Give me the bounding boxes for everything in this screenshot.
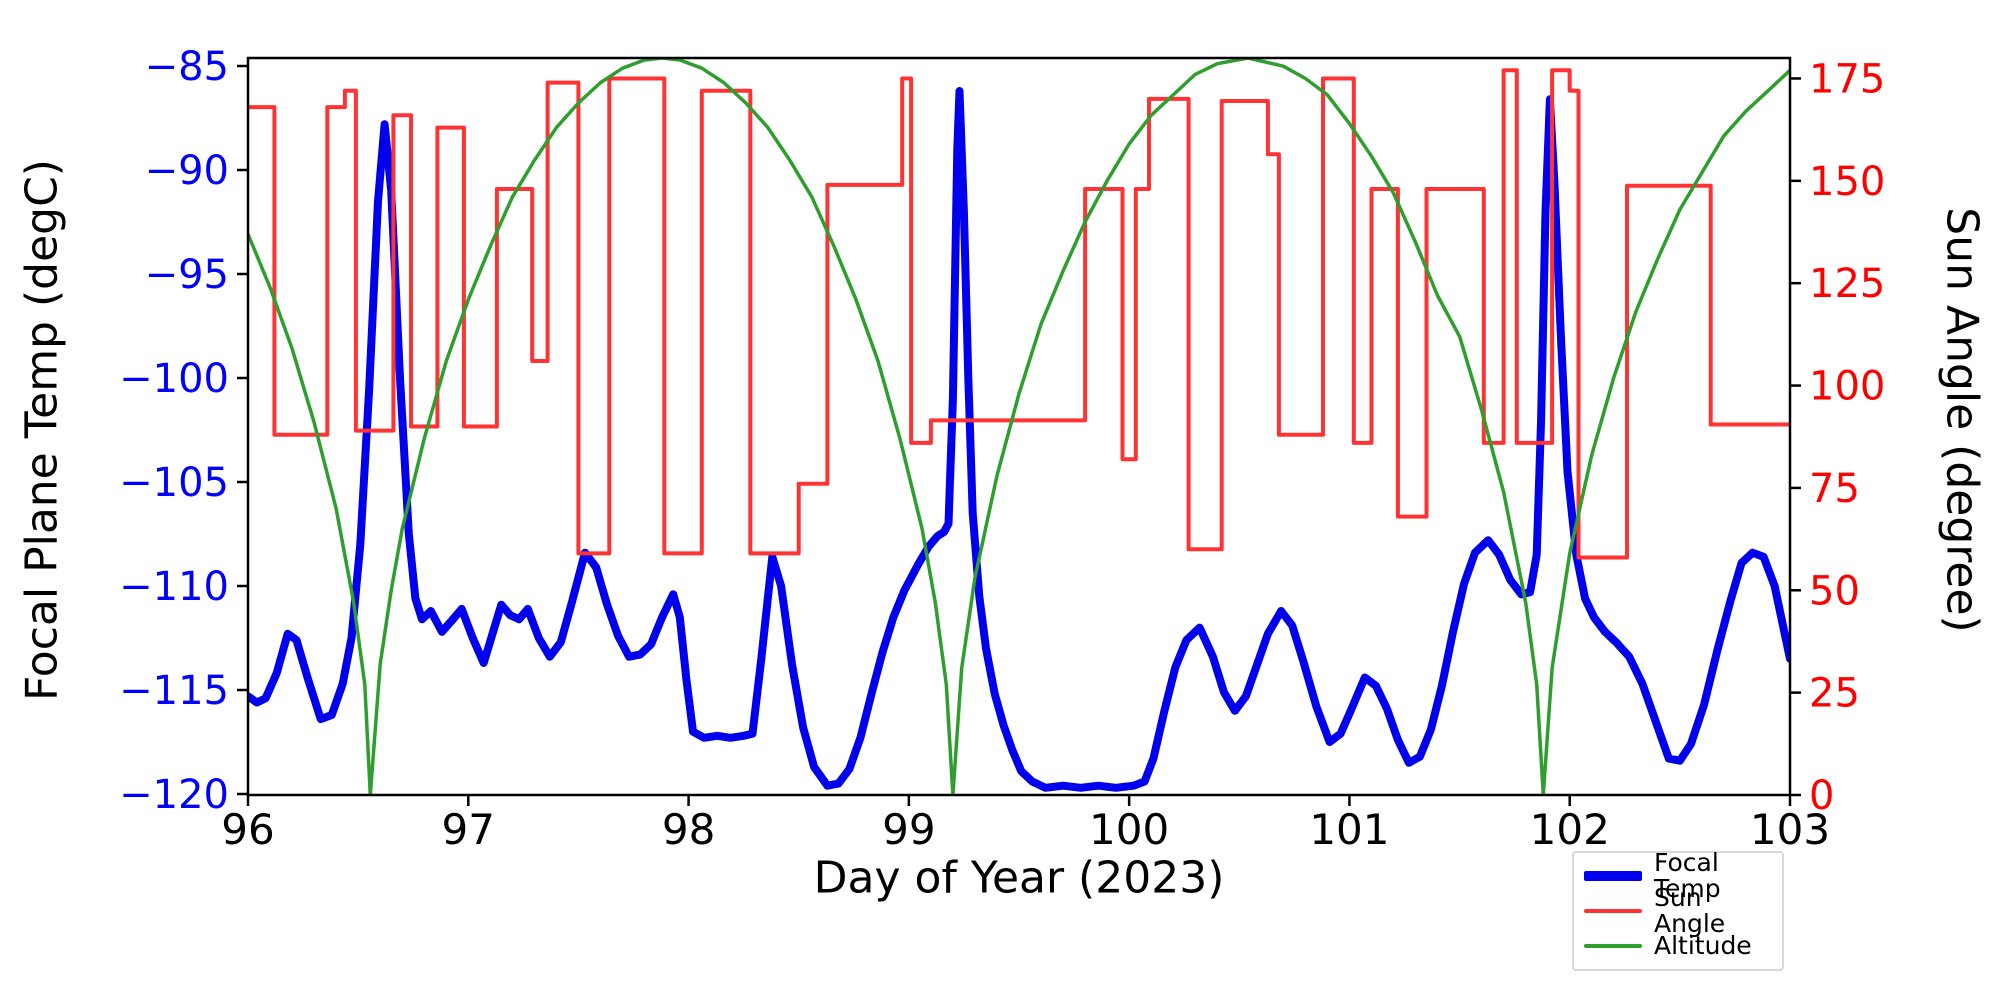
x-tick-label-97: 97: [442, 805, 495, 854]
y-left-tick-label--90: −90: [145, 148, 229, 194]
x-tick-label-98: 98: [662, 805, 715, 854]
x-tick-label-103: 103: [1750, 805, 1830, 854]
y-axis-label-right: Sun Angle (degree): [1936, 207, 1988, 633]
y-right-tick-label-125: 125: [1809, 261, 1885, 307]
x-tick-label-99: 99: [882, 805, 935, 854]
x-tick-label-101: 101: [1309, 805, 1389, 854]
y-right-tick-label-75: 75: [1809, 466, 1860, 512]
y-right-tick-label-175: 175: [1809, 56, 1885, 102]
y-right-tick-label-100: 100: [1809, 364, 1885, 410]
y-left-tick-label--100: −100: [119, 356, 229, 402]
y-right-tick-label-0: 0: [1809, 773, 1834, 819]
legend-line-sample-focal-temp: [1584, 871, 1642, 881]
y-right-tick-label-50: 50: [1809, 568, 1860, 614]
x-tick-label-100: 100: [1089, 805, 1169, 854]
y-right-tick-label-150: 150: [1809, 159, 1885, 205]
legend-item-focal-temp: Focal Temp: [1584, 850, 1770, 902]
series-sun-angle: [248, 68, 1790, 560]
series-focal-temp: [248, 87, 1790, 792]
y-left-tick-label--85: −85: [145, 44, 229, 90]
legend-item-sun-angle: Sun Angle: [1584, 885, 1770, 937]
y-left-tick-label--110: −110: [119, 564, 229, 610]
legend: Focal Temp Sun Angle Altitude: [1572, 850, 1784, 971]
legend-line-sample-altitude: [1584, 944, 1642, 948]
x-tick-label-96: 96: [221, 805, 274, 854]
legend-label: Sun Angle: [1654, 883, 1726, 938]
series-altitude: [248, 58, 1790, 795]
y-left-tick-label--105: −105: [119, 460, 229, 506]
x-axis-label: Day of Year (2023): [813, 852, 1225, 904]
y-left-tick-label--95: −95: [145, 252, 229, 298]
y-axis-label-left: Focal Plane Temp (degC): [16, 159, 68, 701]
legend-label: Altitude: [1654, 931, 1752, 960]
y-right-tick-label-25: 25: [1809, 671, 1860, 717]
plot-spines: [246, 56, 1792, 797]
legend-item-altitude: Altitude: [1584, 933, 1770, 959]
legend-line-sample-sun-angle: [1584, 909, 1642, 913]
x-tick-label-102: 102: [1530, 805, 1610, 854]
y-left-tick-label--115: −115: [119, 668, 229, 714]
legend-label: Focal Temp: [1654, 848, 1721, 903]
y-left-tick-label--120: −120: [119, 772, 229, 818]
